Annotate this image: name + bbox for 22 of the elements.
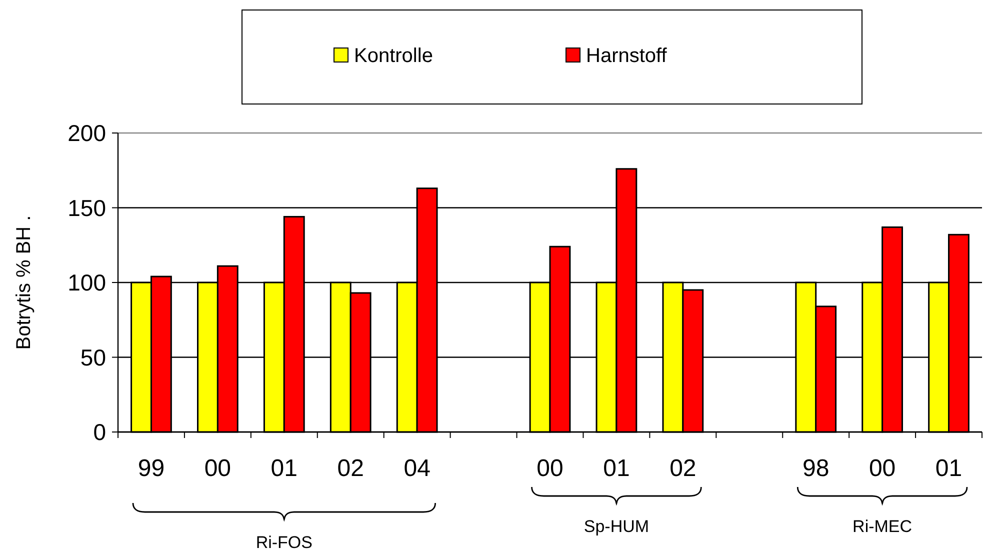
legend-label: Kontrolle — [354, 45, 433, 67]
x-tick-label: 04 — [404, 455, 430, 482]
x-tick-label: 01 — [270, 455, 298, 482]
text: Sp-HUM — [584, 517, 650, 536]
x-tick-label: 00 — [536, 455, 564, 482]
legend-label: Harnstoff — [586, 45, 668, 67]
x-tick-label: 01 — [935, 455, 962, 482]
x-tick-label: 02 — [337, 455, 364, 482]
text: Ri-MEC — [852, 517, 912, 536]
x-tick-label: 99 — [138, 455, 165, 482]
y-tick-label: 0 — [93, 419, 106, 446]
x-tick-label: 00 — [868, 455, 896, 482]
x-tick-label: 02 — [670, 455, 696, 482]
text: Ri-FOS — [256, 533, 312, 552]
y-tick-label: 150 — [68, 194, 106, 221]
x-tick-label: 00 — [204, 455, 232, 482]
x-tick-label: 98 — [802, 455, 830, 482]
y-tick-label: 200 — [68, 120, 106, 146]
y-tick-label: 100 — [68, 270, 106, 296]
y-tick-label: 50 — [80, 344, 106, 370]
y-axis-title: Botrytis % BH . — [13, 215, 35, 350]
x-tick-label: 01 — [603, 455, 630, 482]
